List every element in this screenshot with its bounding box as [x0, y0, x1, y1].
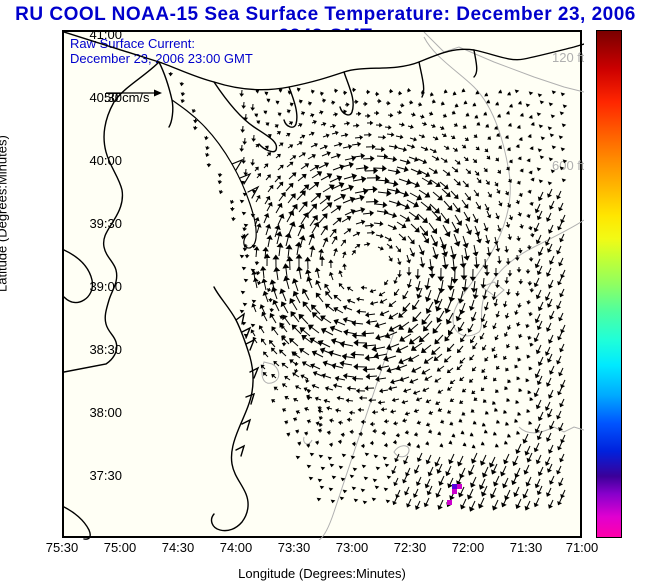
xtick-label: 71:00: [560, 540, 604, 555]
ytick-label: 37:30: [84, 468, 122, 483]
xtick-label: 72:00: [446, 540, 490, 555]
xtick-label: 73:30: [272, 540, 316, 555]
xtick-label: 74:00: [214, 540, 258, 555]
colorbar-widget[interactable]: 16 17 18 19 20 21 22 23 24 25 26 27: [596, 30, 622, 538]
ytick-label: 40:30: [84, 90, 122, 105]
plot-area: Raw Surface Current: December 23, 2006 2…: [62, 30, 582, 538]
x-axis-title: Longitude (Degrees:Minutes): [62, 566, 582, 581]
ytick-label: 38:30: [84, 342, 122, 357]
xtick-label: 72:30: [388, 540, 432, 555]
current-vector-field: [169, 72, 566, 511]
xtick-label: 71:30: [504, 540, 548, 555]
xtick-label: 75:30: [40, 540, 84, 555]
ytick-label: 39:00: [84, 279, 122, 294]
xtick-label: 75:00: [98, 540, 142, 555]
ytick-label: 41:00: [84, 27, 122, 42]
coastline-long-island: [64, 32, 584, 152]
xtick-label: 74:30: [156, 540, 200, 555]
map-svg: 120 ft 600 ft: [64, 32, 584, 540]
depth-contour-label-600ft: 600 ft: [552, 158, 584, 173]
ytick-label: 39:30: [84, 216, 122, 231]
y-axis-title: Latitude (Degrees:Minutes): [0, 135, 10, 292]
xtick-label: 73:00: [330, 540, 374, 555]
colorbar-gradient: [596, 30, 622, 538]
ytick-label: 38:00: [84, 405, 122, 420]
sst-map-app: RU COOL NOAA-15 Sea Surface Temperature:…: [0, 0, 651, 583]
ytick-label: 40:00: [84, 153, 122, 168]
depth-contour-label-120ft: 120 ft: [552, 50, 584, 65]
